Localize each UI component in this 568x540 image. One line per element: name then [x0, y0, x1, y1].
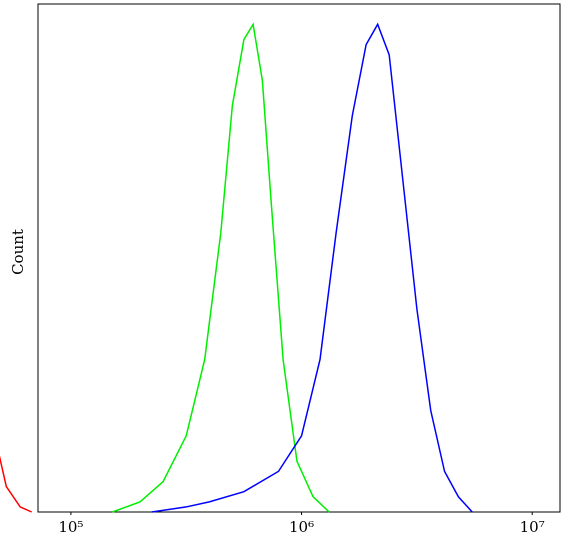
x-tick-label: 10⁵ [58, 518, 83, 536]
x-tick-label: 10⁶ [289, 518, 314, 536]
histogram-line [0, 455, 33, 513]
y-axis-label: Count [9, 229, 27, 275]
histogram-line [151, 22, 473, 513]
histogram-line [112, 22, 330, 513]
plot-frame [37, 3, 561, 513]
x-tick-label: 10⁷ [520, 518, 545, 536]
